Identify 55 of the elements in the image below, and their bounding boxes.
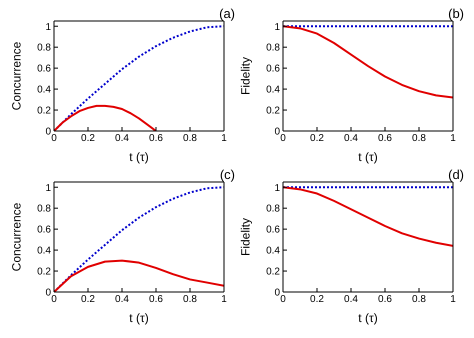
x-tick-label: 0.6 bbox=[378, 133, 392, 144]
x-tick-label: 1 bbox=[221, 294, 228, 306]
y-tick-label: 0.4 bbox=[37, 84, 52, 96]
y-tick-label: 1 bbox=[45, 182, 52, 194]
text: (c) bbox=[220, 167, 235, 182]
x-tick-label: 1 bbox=[450, 133, 456, 144]
x-tick-label: 0.8 bbox=[412, 294, 426, 306]
x-tick-label: 0.8 bbox=[412, 133, 426, 144]
y-tick-label: 0.2 bbox=[37, 106, 52, 117]
x-tick-label: 0.6 bbox=[149, 133, 164, 144]
y-tick-label: 0.4 bbox=[266, 84, 280, 96]
x-tick-label: 0.4 bbox=[115, 133, 130, 144]
x-tick-label: 0.2 bbox=[81, 294, 96, 306]
y-tick-label: 0.8 bbox=[266, 42, 280, 54]
x-tick-label: 1 bbox=[450, 294, 456, 306]
x-tick-label: 0.2 bbox=[310, 133, 324, 144]
y-tick-label: 0.8 bbox=[37, 42, 52, 54]
y-tick-label: 0.4 bbox=[266, 246, 280, 257]
line-series bbox=[283, 186, 453, 247]
x-axis-title: t (τ) bbox=[358, 311, 378, 325]
x-tick-label: 1 bbox=[221, 133, 228, 144]
x-tick-label: 0.4 bbox=[115, 294, 130, 306]
y-tick-label: 0.6 bbox=[37, 224, 52, 236]
x-tick-label: 0.4 bbox=[344, 133, 358, 144]
x-tick-label: 0.6 bbox=[378, 294, 392, 306]
x-tick-label: 0.2 bbox=[81, 133, 96, 144]
y-tick-label: 0.8 bbox=[37, 204, 52, 215]
y-tick-label: 0.6 bbox=[266, 64, 280, 75]
text: (a) bbox=[219, 6, 235, 21]
x-axis-title: t (τ) bbox=[129, 311, 149, 325]
y-tick-label: 1 bbox=[45, 22, 52, 33]
y-tick-label: 0.4 bbox=[37, 246, 52, 257]
x-axis-title: t (τ) bbox=[129, 150, 149, 164]
y-axis-title: Fidelity bbox=[238, 56, 252, 96]
x-tick-label: 0.8 bbox=[183, 133, 198, 144]
x-axis-title: t (τ) bbox=[358, 150, 378, 164]
y-tick-label: 0.2 bbox=[266, 266, 280, 278]
y-axis-title: Concurrence bbox=[9, 202, 24, 272]
x-tick-label: 0.6 bbox=[149, 294, 164, 306]
x-tick-label: 0.4 bbox=[344, 294, 358, 306]
x-tick-label: 0.2 bbox=[310, 294, 324, 306]
y-tick-label: 0.2 bbox=[266, 106, 280, 117]
line-series bbox=[54, 104, 157, 131]
y-tick-label: 0.2 bbox=[37, 266, 52, 278]
text: (b) bbox=[448, 6, 464, 21]
y-axis-title: Fidelity bbox=[238, 218, 252, 256]
y-axis-title: Concurrence bbox=[9, 41, 24, 110]
y-tick-label: 0.6 bbox=[37, 64, 52, 75]
x-tick-label: 0.8 bbox=[183, 294, 198, 306]
text: (d) bbox=[448, 167, 464, 182]
y-tick-label: 0.8 bbox=[266, 204, 280, 215]
y-tick-label: 1 bbox=[274, 182, 280, 194]
y-tick-label: 0.6 bbox=[266, 224, 280, 236]
y-tick-label: 1 bbox=[274, 22, 280, 33]
line-series bbox=[283, 25, 453, 98]
